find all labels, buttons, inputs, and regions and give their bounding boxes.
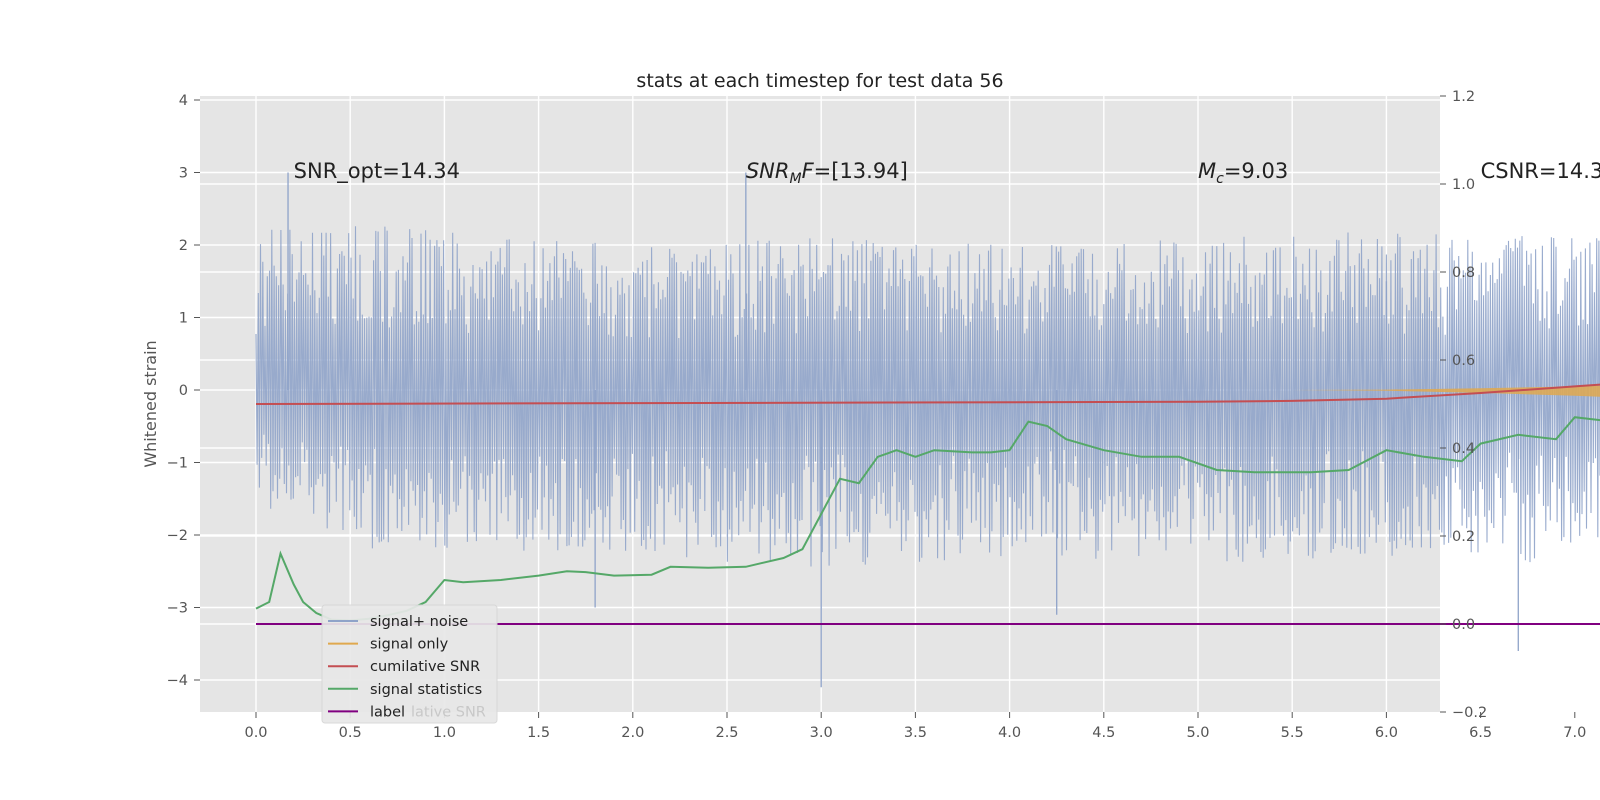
x-tick-label: 0.5: [339, 725, 362, 741]
y-tick-label: 0: [179, 383, 188, 399]
legend: signal+ noise signal only cumilative SNR si…: [321, 604, 498, 724]
x-tick-label: 5.0: [1186, 725, 1209, 741]
y2-tick-label: 1.2: [1452, 89, 1475, 105]
x-tick-label: 5.5: [1281, 725, 1304, 741]
y2-tick-label: −0.2: [1452, 705, 1487, 721]
annotation: CSNR=14.34: [1481, 159, 1600, 183]
x-tick-label: 6.5: [1469, 725, 1492, 741]
series-line-signal-statistics: [255, 416, 1600, 622]
annotation: Mc=9.03: [1198, 159, 1288, 187]
x-tick-label: 1.0: [433, 725, 456, 741]
y2-tick-label: 0.6: [1452, 353, 1475, 369]
series-curves: [255, 383, 1600, 625]
x-tick-label: 7.0: [1563, 725, 1586, 741]
y2-tick-label: 0.2: [1452, 529, 1475, 545]
y-axis-ticks: −4 −3 −2 −1 0 1 2 3 4: [167, 93, 200, 689]
right-axis-ticks: −0.2 0.0 0.2 0.4 0.6 0.8 1.0 1.2: [1440, 89, 1487, 721]
y-tick-label: 3: [179, 166, 188, 182]
x-tick-label: 3.0: [810, 725, 833, 741]
series-line-cumilative-snr: [255, 383, 1600, 405]
y-tick-label: −1: [167, 456, 188, 472]
series-signal-only: [1292, 385, 1600, 397]
series-line-label: [256, 623, 1600, 625]
annotation: SNR_opt=14.34: [294, 159, 460, 184]
signal-noise-line: [255, 226, 1600, 567]
y-tick-label: −3: [167, 601, 188, 617]
series-signal-noise: [255, 172, 1600, 688]
y-tick-label: 2: [179, 238, 188, 254]
y-tick-label: 4: [179, 93, 188, 109]
chart-title: stats at each timestep for test data 56: [636, 70, 1003, 92]
x-axis-ticks: 0.0 0.5 1.0 1.5 2.0 2.5 3.0 3.5 4.0 4.5 5.0 5.5 6.0 6…: [244, 712, 1586, 741]
y-tick-label: −4: [167, 673, 188, 689]
x-tick-label: 0.0: [244, 725, 267, 741]
x-tick-label: 3.5: [904, 725, 927, 741]
y-tick-label: 1: [179, 311, 188, 327]
x-tick-label: 6.0: [1375, 725, 1398, 741]
y2-tick-label: 1.0: [1452, 177, 1475, 193]
x-tick-label: 4.0: [998, 725, 1021, 741]
x-tick-label: 2.0: [621, 725, 644, 741]
signal-only-fill: [1292, 385, 1600, 397]
legend-label: signal statistics: [370, 682, 482, 698]
y2-tick-label: 0.0: [1452, 617, 1475, 633]
legend-ghost-label: lative SNR: [411, 704, 486, 720]
x-tick-label: 2.5: [715, 725, 738, 741]
annotations: SNR_opt=14.34 SNRMF=[13.94] Mc=9.03 CSNR=14…: [294, 159, 1600, 187]
y-tick-label: −2: [167, 528, 188, 544]
x-tick-label: 4.5: [1092, 725, 1115, 741]
legend-box: [321, 604, 498, 724]
legend-label: cumilative SNR: [370, 659, 480, 675]
y2-tick-label: 0.4: [1452, 441, 1475, 457]
legend-label: signal+ noise: [370, 614, 468, 630]
y2-tick-label: 0.8: [1452, 265, 1475, 281]
y-axis-label: Whitened strain: [141, 340, 160, 467]
annotation: SNRMF=[13.94]: [746, 159, 908, 187]
legend-label: signal only: [370, 637, 449, 653]
x-tick-label: 1.5: [527, 725, 550, 741]
legend-label: label: [370, 704, 405, 720]
